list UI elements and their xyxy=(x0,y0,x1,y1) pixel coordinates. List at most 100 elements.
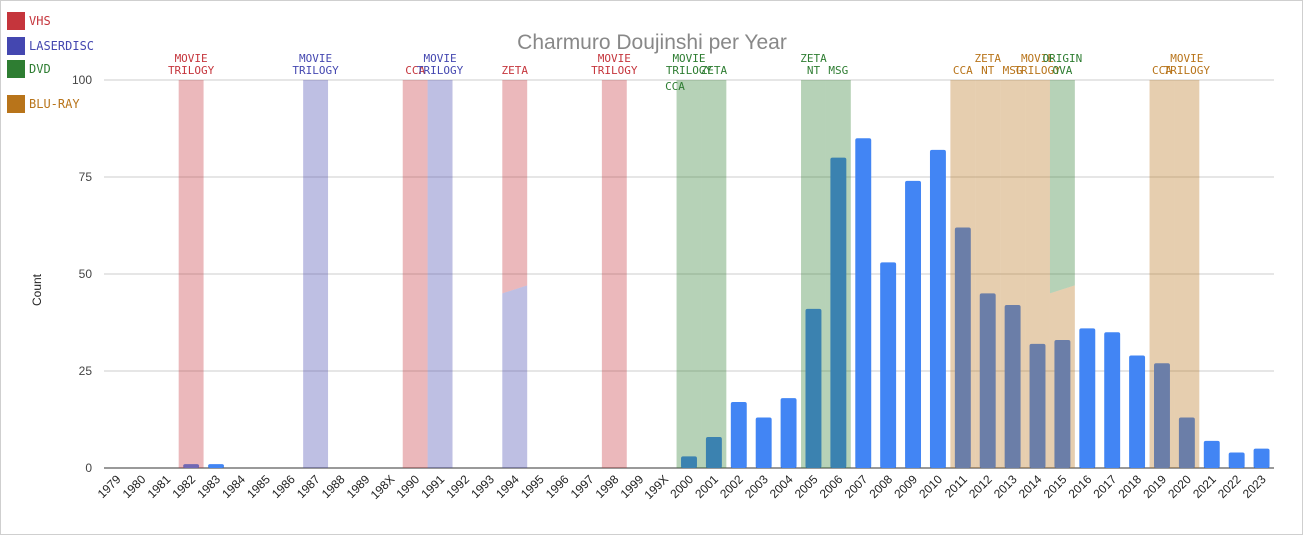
bar-2001 xyxy=(705,436,722,468)
x-tick-label: 2005 xyxy=(792,472,821,501)
bar-2002 xyxy=(730,402,747,468)
x-tick-label: 199X xyxy=(642,472,672,502)
bar-2013 xyxy=(1004,305,1021,468)
bar-2014 xyxy=(1029,343,1046,468)
x-tick-label: 2011 xyxy=(942,472,970,500)
bar-2010 xyxy=(929,149,946,468)
chart-title: Charmuro Doujinshi per Year xyxy=(517,31,787,54)
band-label-2011: CCA xyxy=(953,64,973,77)
x-tick-label: 2009 xyxy=(891,472,920,501)
x-tick-label: 2020 xyxy=(1165,472,1194,501)
legend-label: DVD xyxy=(29,62,51,76)
band-label-2001: ZETA xyxy=(701,64,728,77)
x-tick-label: 1997 xyxy=(568,472,597,501)
x-tick-label: 1996 xyxy=(543,472,572,501)
band-2019 xyxy=(1149,80,1175,468)
bar-2007 xyxy=(855,138,872,468)
legend-swatch xyxy=(7,12,25,30)
bar-2012 xyxy=(979,293,996,468)
x-tick-label: 198X xyxy=(368,472,398,502)
y-tick-label: 0 xyxy=(85,461,92,475)
x-tick-label: 2006 xyxy=(817,472,846,501)
band-2014 xyxy=(1025,80,1050,468)
bar-2022 xyxy=(1228,452,1245,468)
x-tick-label: 2013 xyxy=(991,472,1020,501)
x-tick-label: 1993 xyxy=(468,472,497,501)
x-tick-label: 1986 xyxy=(269,472,298,501)
x-tick-label: 1999 xyxy=(618,472,647,501)
y-tick-labels: 0 25 50 75 100 xyxy=(72,73,92,475)
x-tick-label: 2012 xyxy=(966,472,995,501)
legend-item-vhs: VHS xyxy=(7,12,51,30)
band-label-2005: ZETA NT xyxy=(800,52,827,77)
bar-2020 xyxy=(1178,417,1195,468)
x-tick-label: 1989 xyxy=(344,472,373,501)
x-tick-label: 2001 xyxy=(692,472,721,501)
x-tick-label: 2023 xyxy=(1240,472,1269,501)
band-label-2006: MSG xyxy=(828,64,848,77)
legend-swatch xyxy=(7,37,25,55)
band-label-1994: ZETA xyxy=(501,64,528,77)
x-tick-label: 1984 xyxy=(219,472,248,501)
legend-label: Blu-ray xyxy=(29,97,80,111)
x-tick-labels: 1979198019811982198319841985198619871988… xyxy=(95,472,1269,502)
band-2020 xyxy=(1174,80,1200,468)
x-tick-label: 1988 xyxy=(319,472,348,501)
band-2011 xyxy=(950,80,976,468)
legend-item-dvd: DVD xyxy=(7,60,51,78)
x-tick-label: 2017 xyxy=(1091,472,1120,501)
x-tick-label: 2019 xyxy=(1140,472,1169,501)
x-tick-label: 1991 xyxy=(418,472,447,501)
x-tick-label: 1995 xyxy=(518,472,547,501)
x-tick-label: 2010 xyxy=(916,472,945,501)
legend-label: LaserDisc xyxy=(29,39,95,53)
bar-1983 xyxy=(208,464,224,468)
bar-2017 xyxy=(1104,332,1121,468)
y-axis-label: Count xyxy=(30,273,44,306)
band-2001 xyxy=(701,80,727,468)
x-tick-label: 1981 xyxy=(145,472,174,501)
x-tick-label: 2003 xyxy=(742,472,771,501)
band-2015-top xyxy=(1049,80,1075,294)
band-2012 xyxy=(975,80,1001,468)
band-label-1998: MOVIE TRILOGY xyxy=(591,52,638,77)
bar-2006 xyxy=(830,157,847,468)
x-tick-label: 2014 xyxy=(1016,472,1045,501)
bar-2009 xyxy=(905,180,922,468)
band-1998 xyxy=(601,80,627,468)
x-tick-label: 1990 xyxy=(394,472,423,501)
x-tick-label: 2004 xyxy=(767,472,796,501)
x-tick-label: 2007 xyxy=(842,472,871,501)
bar-2008 xyxy=(880,262,897,468)
band-label-2013: MSG xyxy=(1003,64,1023,77)
x-tick-label: 2018 xyxy=(1115,472,1144,501)
band-2005 xyxy=(801,80,826,468)
x-tick-label: 2021 xyxy=(1190,472,1219,501)
band-1994-top xyxy=(502,80,528,294)
bar-2023 xyxy=(1253,448,1270,468)
x-tick-label: 1987 xyxy=(294,472,323,501)
band-label-1982: MOVIE TRILOGY xyxy=(168,52,215,77)
band-1982 xyxy=(178,80,204,468)
bar-2015 xyxy=(1054,339,1071,468)
bar-2005 xyxy=(805,308,822,468)
x-tick-label: 2015 xyxy=(1041,472,1070,501)
bars xyxy=(183,138,1270,468)
legend-item-blu-ray: Blu-ray xyxy=(7,95,80,113)
bar-2019 xyxy=(1154,363,1170,468)
band-label-2015: ORIGIN OVA xyxy=(1043,52,1083,77)
band-labels: MOVIE TRILOGY MOVIE TRILOGY CCA MOVIE TRILOGY Z… xyxy=(168,52,1210,93)
legend-swatch xyxy=(7,95,25,113)
x-tick-label: 1983 xyxy=(194,472,223,501)
y-tick-label: 75 xyxy=(79,170,93,184)
bar-2016 xyxy=(1079,328,1096,468)
band-label-1987: MOVIE TRILOGY xyxy=(292,52,339,77)
band-1991 xyxy=(427,80,453,468)
band-label-1990: CCA xyxy=(405,64,425,77)
bar-2021 xyxy=(1203,440,1220,468)
band-2000 xyxy=(676,80,702,468)
bar-1982 xyxy=(183,464,200,468)
bar-2018 xyxy=(1129,355,1146,468)
x-tick-label: 2002 xyxy=(717,472,746,501)
